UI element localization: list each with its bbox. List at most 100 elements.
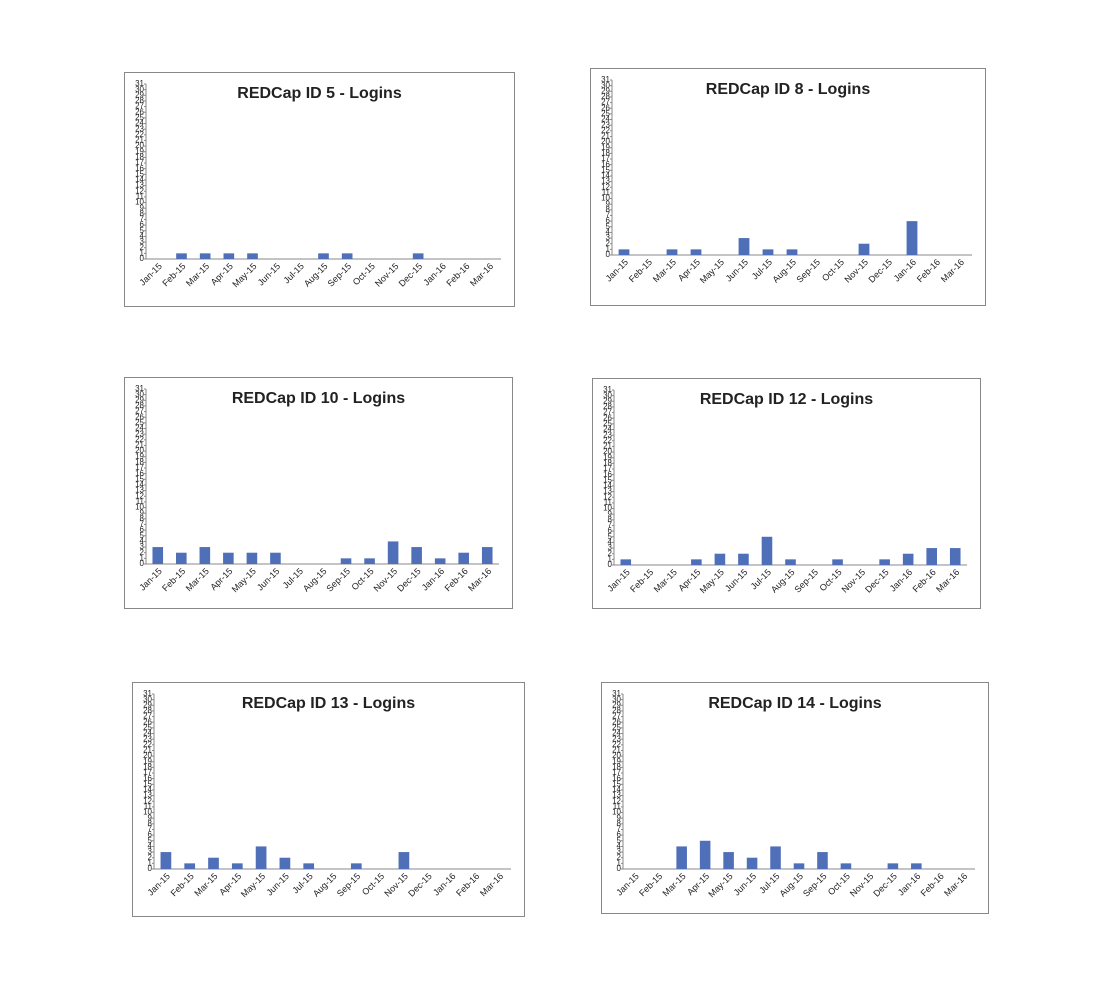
y-tick-label: 28	[612, 706, 621, 715]
y-tick-label: 6	[606, 216, 611, 225]
chart: REDCap ID 14 - Logins0123456789101112131…	[601, 682, 989, 914]
y-tick-label: 19	[143, 757, 152, 766]
y-tick-label: 14	[601, 171, 610, 180]
y-tick-label: 20	[601, 137, 610, 146]
chart-frame	[124, 72, 515, 307]
bar	[676, 846, 687, 869]
y-tick-label: 12	[612, 796, 621, 805]
y-tick-label: 8	[140, 514, 145, 523]
y-tick-label: 12	[135, 491, 144, 500]
y-tick-label: 30	[135, 390, 144, 399]
bar	[398, 852, 410, 869]
bar	[879, 559, 890, 565]
y-tick-label: 1	[148, 858, 153, 867]
y-tick-label: 18	[612, 762, 621, 771]
y-tick-label: 16	[601, 160, 610, 169]
y-tick-label: 0	[140, 559, 145, 568]
y-tick-label: 19	[612, 757, 621, 766]
bar	[618, 249, 630, 255]
bar	[690, 249, 702, 255]
y-tick-label: 15	[601, 165, 610, 174]
y-tick-label: 18	[601, 148, 610, 157]
y-tick-label: 10	[135, 198, 144, 207]
bar	[208, 857, 219, 869]
y-tick-label: 12	[601, 182, 610, 191]
y-tick-label: 28	[603, 402, 612, 411]
y-tick-label: 1	[606, 244, 611, 253]
y-tick-label: 23	[143, 734, 152, 743]
y-tick-label: 17	[135, 158, 144, 167]
y-tick-label: 14	[603, 481, 612, 490]
y-tick-label: 21	[135, 136, 144, 145]
y-tick-label: 13	[612, 791, 621, 800]
y-tick-label: 7	[140, 520, 145, 529]
y-tick-label: 24	[612, 729, 621, 738]
y-tick-label: 25	[601, 109, 610, 118]
y-tick-label: 27	[612, 712, 621, 721]
y-tick-label: 24	[135, 119, 144, 128]
bar	[793, 863, 805, 869]
bar	[481, 547, 493, 564]
y-tick-label: 10	[143, 808, 152, 817]
chart: REDCap ID 8 - Logins01234567891011121314…	[590, 68, 986, 306]
chart-title: REDCap ID 14 - Logins	[708, 695, 881, 712]
y-tick-label: 14	[612, 785, 621, 794]
y-tick-label: 26	[601, 103, 610, 112]
y-tick-label: 18	[135, 152, 144, 161]
bar	[270, 552, 281, 564]
y-tick-label: 18	[603, 458, 612, 467]
y-tick-label: 5	[148, 836, 153, 845]
y-tick-label: 16	[603, 470, 612, 479]
y-tick-label: 14	[135, 480, 144, 489]
y-tick-label: 18	[143, 762, 152, 771]
y-tick-label: 20	[143, 751, 152, 760]
y-tick-label: 25	[143, 723, 152, 732]
y-tick-label: 10	[135, 503, 144, 512]
y-tick-label: 1	[140, 248, 145, 257]
y-tick-label: 27	[603, 408, 612, 417]
y-tick-label: 12	[143, 796, 152, 805]
y-tick-label: 21	[601, 132, 610, 141]
y-tick-label: 9	[140, 203, 145, 212]
y-tick-label: 2	[140, 548, 145, 557]
y-tick-label: 28	[135, 401, 144, 410]
y-tick-label: 13	[601, 177, 610, 186]
y-tick-label: 29	[135, 90, 144, 99]
y-tick-label: 7	[608, 521, 613, 530]
chart: REDCap ID 5 - Logins01234567891011121314…	[124, 72, 515, 307]
chart-frame	[132, 682, 525, 917]
y-tick-label: 21	[612, 746, 621, 755]
chart: REDCap ID 13 - Logins0123456789101112131…	[132, 682, 525, 917]
y-tick-label: 23	[135, 124, 144, 133]
bar	[199, 547, 211, 564]
y-tick-label: 9	[608, 509, 613, 518]
y-tick-label: 0	[617, 864, 622, 873]
y-tick-label: 23	[135, 429, 144, 438]
y-tick-label: 19	[601, 143, 610, 152]
y-tick-label: 8	[608, 515, 613, 524]
chart-title: REDCap ID 12 - Logins	[700, 391, 873, 408]
y-tick-label: 5	[617, 836, 622, 845]
bar	[902, 553, 914, 565]
bar	[434, 558, 446, 564]
bar	[364, 558, 375, 564]
y-tick-label: 3	[617, 847, 622, 856]
y-tick-label: 4	[606, 228, 611, 237]
y-tick-label: 9	[617, 813, 622, 822]
y-tick-label: 25	[135, 418, 144, 427]
y-tick-label: 24	[143, 729, 152, 738]
y-tick-label: 10	[601, 194, 610, 203]
y-tick-label: 17	[601, 154, 610, 163]
y-tick-label: 7	[140, 215, 145, 224]
bar	[949, 548, 961, 565]
y-tick-label: 8	[140, 209, 145, 218]
bar	[247, 253, 258, 259]
y-tick-label: 16	[143, 774, 152, 783]
y-tick-label: 11	[613, 802, 622, 811]
y-tick-label: 21	[143, 746, 152, 755]
y-tick-label: 26	[603, 413, 612, 422]
y-tick-label: 26	[135, 412, 144, 421]
y-tick-label: 6	[140, 525, 145, 534]
bar	[762, 249, 774, 255]
